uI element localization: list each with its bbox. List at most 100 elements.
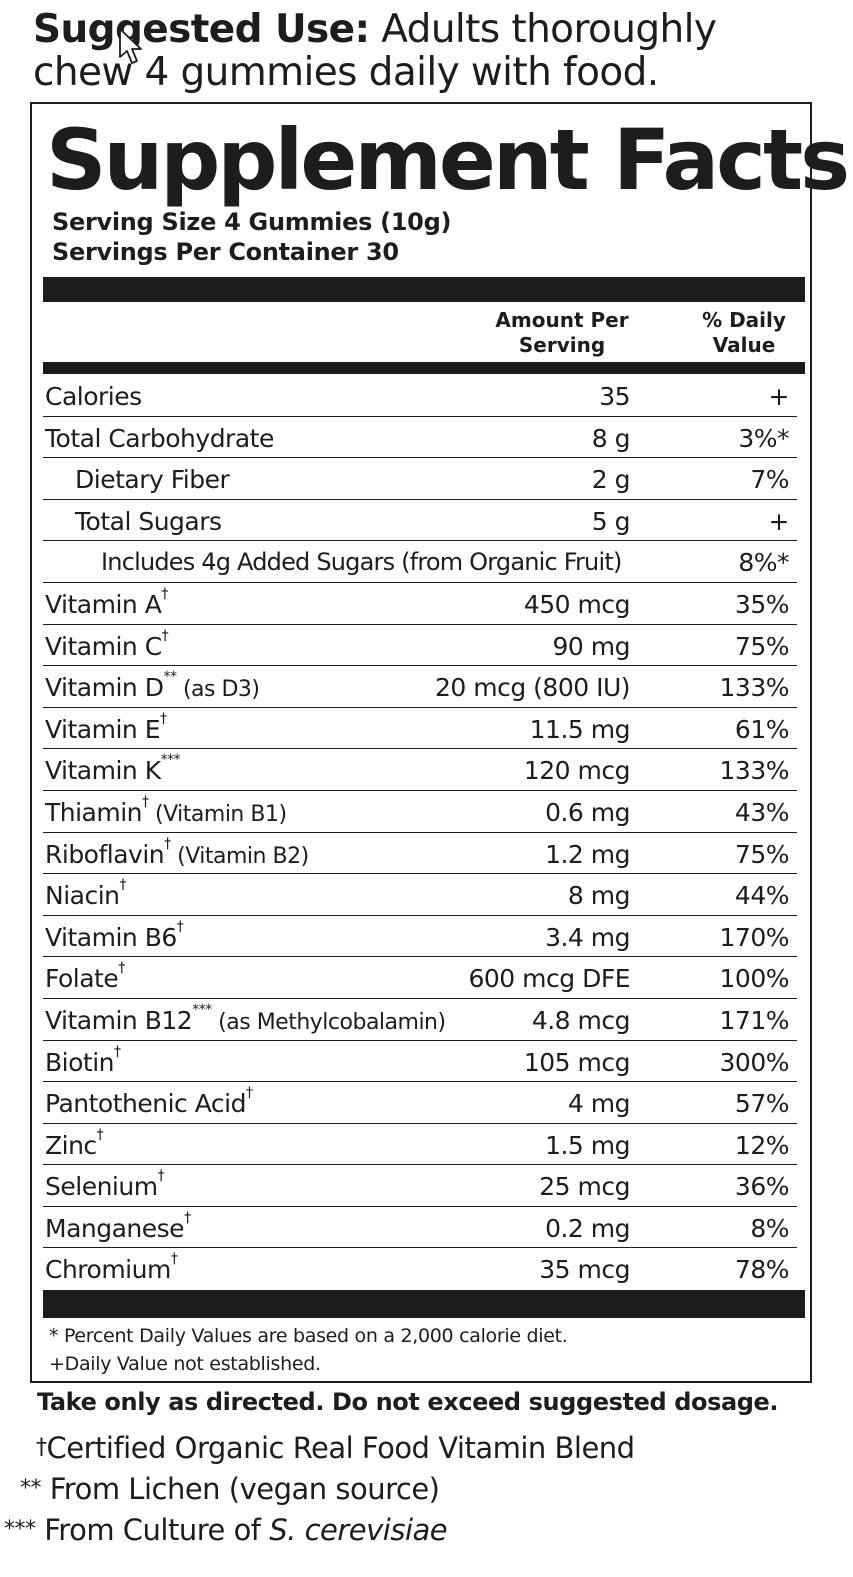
nutrient-label: Riboflavin xyxy=(45,839,165,869)
nutrient-amount: 0.6 mg xyxy=(545,797,630,827)
thick-divider-header xyxy=(43,362,805,374)
footnote-mark: † xyxy=(161,627,169,644)
table-row: Vitamin B6† 3.4 mg 170% xyxy=(43,916,797,958)
nutrient-note: (Vitamin B1) xyxy=(148,801,287,827)
nutrient-daily-value: 170% xyxy=(719,922,790,952)
nutrient-note: (as Methylcobalamin) xyxy=(211,1009,446,1035)
nutrient-name: Includes 4g Added Sugars (from Organic F… xyxy=(101,548,622,577)
nutrient-daily-value: 300% xyxy=(719,1047,790,1077)
nutrient-daily-value: 75% xyxy=(734,839,790,869)
footnote-mark: † xyxy=(245,1085,253,1102)
footnote-mark: † xyxy=(114,1043,121,1060)
nutrient-name: Chromium† xyxy=(45,1251,178,1285)
nutrient-daily-value: 8% xyxy=(750,1213,789,1243)
nutrient-name: Riboflavin† (Vitamin B2) xyxy=(45,836,309,869)
nutrient-label: Vitamin E xyxy=(45,714,161,744)
nutrient-name: Calories xyxy=(45,382,142,411)
nutrient-amount: 35 mcg xyxy=(539,1255,630,1285)
footnote-culture: *** From Culture of S. cerevisiae xyxy=(4,1513,448,1547)
nutrient-amount: 1.2 mg xyxy=(545,839,630,869)
footnote-mark: † xyxy=(160,710,167,727)
footnote-mark: *** xyxy=(192,1001,212,1018)
nutrient-name: Zinc† xyxy=(45,1127,104,1160)
column-header-dv-line2: Value xyxy=(712,333,776,357)
nutrient-label: Vitamin B6 xyxy=(45,922,177,952)
nutrient-name: Vitamin D** (as D3) xyxy=(45,669,260,703)
nutrient-label: Chromium xyxy=(45,1255,171,1285)
nutrient-label: Thiamin xyxy=(45,797,143,827)
nutrient-label: Zinc xyxy=(45,1130,97,1160)
suggested-use: Suggested Use: Adults thoroughly chew 4 … xyxy=(33,8,823,94)
serving-size: Serving Size 4 Gummies (10g) xyxy=(52,208,452,236)
nutrient-daily-value: 133% xyxy=(719,673,790,703)
column-header-dv: % Daily Value xyxy=(694,308,794,358)
footnote-not-established: +Daily Value not established. xyxy=(49,1353,321,1375)
table-row: Total Carbohydrate 8 g 3%* xyxy=(43,417,797,459)
table-row: Vitamin A† 450 mcg 35% xyxy=(43,583,797,625)
nutrient-daily-value: 133% xyxy=(719,756,790,786)
nutrient-amount: 25 mcg xyxy=(539,1172,630,1202)
nutrient-name: Dietary Fiber xyxy=(75,465,230,495)
nutrient-daily-value: 3%* xyxy=(738,423,789,453)
dosage-warning: Take only as directed. Do not exceed sug… xyxy=(37,1388,779,1416)
nutrient-name: Vitamin B6† xyxy=(45,919,184,952)
thick-divider-top xyxy=(43,277,805,302)
footnote-mark: ** xyxy=(163,669,177,686)
table-row: Total Sugars 5 g + xyxy=(43,500,797,542)
nutrient-daily-value: + xyxy=(768,506,790,536)
nutrient-amount: 120 mcg xyxy=(523,756,631,786)
footnote-culture-mark: *** xyxy=(4,1517,36,1542)
table-row: Dietary Fiber 2 g 7% xyxy=(43,458,797,500)
nutrient-label: Folate xyxy=(45,964,119,994)
footnote-mark: † xyxy=(142,793,149,810)
nutrient-daily-value: 36% xyxy=(734,1172,790,1202)
table-row: Selenium† 25 mcg 36% xyxy=(43,1165,797,1207)
column-header-dv-line1: % Daily xyxy=(702,308,786,332)
footnote-mark: † xyxy=(184,1209,191,1226)
column-header-amount-line2: Serving xyxy=(518,333,606,357)
nutrient-label: Manganese xyxy=(45,1213,185,1243)
nutrient-name: Vitamin C† xyxy=(45,628,169,661)
nutrient-name: Manganese† xyxy=(45,1210,191,1243)
nutrient-note: (Vitamin B2) xyxy=(170,843,309,869)
nutrient-amount: 4 mg xyxy=(567,1089,631,1119)
nutrient-amount: 35 xyxy=(599,382,630,411)
nutrient-label: Vitamin D xyxy=(45,673,164,703)
table-row: Vitamin E† 11.5 mg 61% xyxy=(43,708,797,750)
footnote-culture-species: S. cerevisiae xyxy=(269,1513,448,1547)
nutrient-daily-value: 57% xyxy=(734,1089,790,1119)
nutrient-daily-value: 100% xyxy=(719,964,790,994)
nutrient-daily-value: 7% xyxy=(750,465,789,495)
table-row: Riboflavin† (Vitamin B2) 1.2 mg 75% xyxy=(43,833,797,875)
nutrient-amount: 20 mcg (800 IU) xyxy=(434,673,631,703)
nutrient-daily-value: + xyxy=(768,382,790,411)
table-row: Includes 4g Added Sugars (from Organic F… xyxy=(43,541,797,583)
footnote-organic-mark: † xyxy=(36,1435,47,1460)
nutrient-name: Total Sugars xyxy=(75,506,222,536)
nutrient-label: Vitamin C xyxy=(45,631,162,661)
nutrient-daily-value: 35% xyxy=(734,589,790,619)
footnote-culture-text: From Culture of xyxy=(35,1513,270,1547)
nutrient-amount: 2 g xyxy=(591,465,631,495)
table-row: Manganese† 0.2 mg 8% xyxy=(43,1207,797,1249)
footnote-mark: *** xyxy=(160,752,181,769)
nutrient-name: Total Carbohydrate xyxy=(45,423,274,453)
nutrient-label: Vitamin B12 xyxy=(45,1005,193,1035)
table-row: Chromium† 35 mcg 78% xyxy=(43,1248,797,1290)
nutrient-name: Niacin† xyxy=(45,877,126,910)
column-header-amount-line1: Amount Per xyxy=(495,308,629,332)
table-row: Biotin† 105 mcg 300% xyxy=(43,1041,797,1083)
servings-per-container: Servings Per Container 30 xyxy=(52,238,399,266)
suggested-use-text: Adults thoroughly chew 4 gummies daily w… xyxy=(33,7,717,95)
nutrient-amount: 0.2 mg xyxy=(545,1213,630,1243)
footnote-lichen-text: From Lichen (vegan source) xyxy=(41,1472,440,1506)
nutrient-note: (as D3) xyxy=(176,677,260,703)
footnote-organic: †Certified Organic Real Food Vitamin Ble… xyxy=(36,1431,635,1465)
nutrient-daily-value: 43% xyxy=(734,797,790,827)
table-row: Folate† 600 mcg DFE 100% xyxy=(43,957,797,999)
nutrient-name: Pantothenic Acid† xyxy=(45,1085,253,1118)
nutrient-daily-value: 78% xyxy=(734,1255,790,1285)
nutrient-daily-value: 12% xyxy=(734,1130,790,1160)
nutrient-table: Calories 35 + Total Carbohydrate 8 g 3%* Die… xyxy=(43,375,797,1290)
nutrient-name: Thiamin† (Vitamin B1) xyxy=(45,794,287,827)
